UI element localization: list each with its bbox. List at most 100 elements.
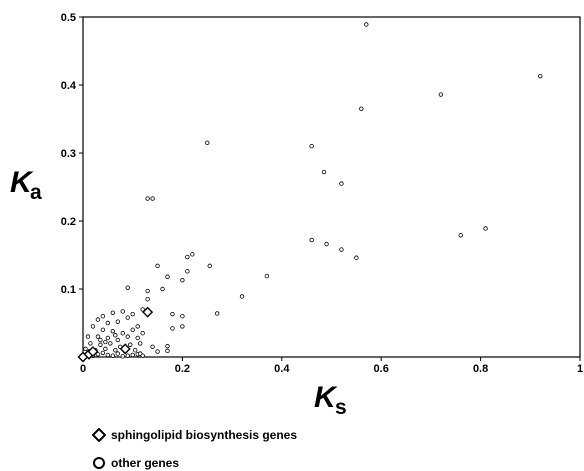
data-point-circle <box>125 315 130 320</box>
data-point-circle <box>165 343 170 349</box>
data-point-diamond <box>87 346 99 358</box>
data-point-circle <box>100 350 106 356</box>
y-tick-label: 0.5 <box>61 12 76 24</box>
data-point-circle <box>207 263 212 269</box>
data-point-circle <box>120 331 125 336</box>
plot-frame <box>82 16 581 358</box>
data-point-circle <box>110 353 116 358</box>
data-point-circle <box>105 320 111 326</box>
data-point-circle <box>115 319 120 324</box>
data-point-diamond <box>142 306 154 318</box>
x-tick-label: 1 <box>577 363 583 375</box>
data-point-circle <box>105 352 111 358</box>
x-tick-label: 0.2 <box>175 363 190 375</box>
data-point-circle <box>145 196 150 201</box>
y-tick-label: 0.4 <box>61 80 77 92</box>
axes <box>82 16 581 358</box>
data-point-circle <box>140 331 145 336</box>
data-point-circle <box>185 254 190 260</box>
x-axis-label: K s <box>314 381 347 419</box>
legend-item-other: other genes <box>92 456 179 470</box>
data-point-circle <box>132 348 138 353</box>
x-axis-label-sub: s <box>335 396 347 419</box>
data-point-circle <box>185 269 190 274</box>
data-point-circle <box>170 326 175 331</box>
data-point-circle <box>103 346 108 352</box>
data-point-circle <box>108 341 113 346</box>
data-point-circle <box>128 342 133 347</box>
data-point-circle <box>120 309 125 314</box>
data-point-circle <box>180 324 185 329</box>
data-point-circle <box>137 351 143 356</box>
data-point-circle <box>88 341 93 346</box>
data-point-circle <box>150 344 155 349</box>
data-point-circle <box>239 294 245 299</box>
data-point-circle <box>165 274 170 279</box>
legend-item-sphingolipid: sphingolipid biosynthesis genes <box>92 428 297 442</box>
y-tick-label: 0.1 <box>61 284 76 296</box>
data-point-circle <box>125 334 130 339</box>
data-point-circle <box>137 341 143 346</box>
data-point-circle <box>125 285 130 290</box>
data-point-circle <box>120 354 125 359</box>
data-point-circle <box>205 140 210 145</box>
data-point-circle <box>115 337 120 343</box>
data-point-circle <box>110 328 116 334</box>
data-point-circle <box>135 324 140 329</box>
legend-label-sphingolipid: sphingolipid biosynthesis genes <box>111 428 298 442</box>
data-point-circle <box>95 317 101 322</box>
legend-label-other: other genes <box>111 456 180 470</box>
data-point-circle <box>113 333 118 338</box>
y-tick-label: 0.2 <box>61 216 76 228</box>
data-point-circle <box>264 273 270 279</box>
data-point-circle <box>98 337 103 343</box>
data-point-circle <box>135 335 140 341</box>
x-tick-label: 0 <box>80 363 86 375</box>
data-point-circle <box>458 233 463 238</box>
data-point-circle <box>90 324 96 329</box>
data-point-circle <box>95 334 101 339</box>
circle-marker-icon <box>93 457 105 469</box>
data-point-circle <box>130 327 135 332</box>
data-point-circle <box>100 314 106 319</box>
y-axis-label-sub: a <box>30 181 42 204</box>
data-point-circle <box>110 310 116 315</box>
data-point-circle <box>115 351 120 356</box>
data-point-circle <box>113 348 118 353</box>
data-point-circle <box>364 22 369 27</box>
data-point-circle <box>103 339 108 345</box>
data-point-circle <box>538 73 543 79</box>
data-point-circle <box>130 311 135 317</box>
data-point-circle <box>354 255 359 260</box>
data-point-circle <box>145 297 150 302</box>
data-point-circle <box>190 252 195 257</box>
data-point-circle <box>339 181 344 186</box>
y-tick-label: 0.3 <box>61 148 76 160</box>
ticks: 0 0.2 0.4 0.6 0.8 1 0.1 0.2 0.3 0.4 0.5 <box>61 12 583 375</box>
y-axis-label: K a <box>10 166 42 204</box>
data-point-circle <box>85 334 91 339</box>
data-point-circle <box>309 237 314 243</box>
data-point-circle <box>160 286 165 292</box>
data-point-circle <box>145 288 150 294</box>
data-point-circle <box>100 327 106 332</box>
data-point-circle <box>125 353 130 358</box>
data-point-circle <box>130 352 135 358</box>
data-point-circle <box>83 346 88 352</box>
data-point-circle <box>324 241 329 247</box>
data-point-circle <box>321 169 327 175</box>
x-tick-label: 0.4 <box>274 363 290 375</box>
data-point-circle <box>438 92 444 97</box>
data-point-circle <box>180 277 185 283</box>
data-point-circle <box>140 307 145 312</box>
y-axis-label-main: K <box>10 166 34 199</box>
data-points <box>77 22 543 363</box>
data-point-circle <box>105 335 111 341</box>
diamond-marker-icon <box>92 428 106 442</box>
data-point-circle <box>339 247 344 252</box>
data-point-circle <box>180 314 185 319</box>
data-point-circle <box>155 349 160 354</box>
data-point-circle <box>155 263 160 269</box>
data-point-circle <box>165 348 170 354</box>
